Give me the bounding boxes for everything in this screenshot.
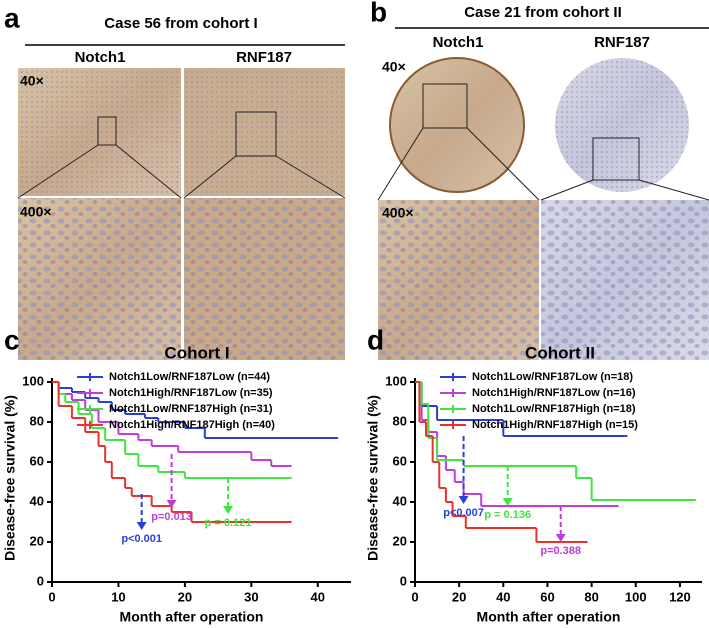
zoom-line: [377, 127, 424, 201]
panel-letter: a: [4, 2, 20, 33]
image-texture: [541, 200, 709, 360]
legend-label: Notch1High/RNF187High (n=15): [472, 419, 638, 431]
panel-header: Case 21 from cohort II: [464, 4, 622, 21]
zoom-line: [17, 144, 99, 199]
legend-label: Notch1Low/RNF187Low (n=44): [109, 371, 270, 383]
chart-title: Cohort II: [525, 343, 595, 362]
column-header: Notch1: [433, 34, 484, 51]
image-texture: [378, 200, 539, 360]
p-value: p = 0.121: [205, 517, 252, 529]
image-texture: [555, 58, 689, 192]
p-value: p = 0.136: [484, 509, 531, 521]
arrow-head: [502, 498, 513, 506]
x-tick-label: 80: [584, 589, 598, 604]
legend-label: Notch1High/RNF187High (n=40): [109, 419, 275, 431]
tissue-core: [389, 57, 525, 193]
magnification: 40×: [382, 59, 406, 75]
x-tick-label: 40: [311, 589, 325, 604]
image-texture: [184, 198, 345, 360]
zoom-line: [275, 155, 346, 199]
zoom-box: [235, 111, 277, 157]
arrow-head: [166, 500, 177, 508]
magnification: 400×: [20, 204, 52, 220]
image-texture: [184, 68, 345, 196]
arrow-head: [223, 506, 234, 514]
y-tick-label: 20: [393, 533, 407, 548]
panel-letter: c: [4, 324, 20, 355]
p-value: p<0.007: [443, 507, 484, 519]
y-tick-label: 80: [393, 413, 407, 428]
legend-label: Notch1High/RNF187Low (n=16): [472, 387, 636, 399]
x-tick-label: 20: [178, 589, 192, 604]
y-tick-label: 40: [30, 493, 44, 508]
zoom-line: [638, 179, 709, 201]
arrow-head: [555, 534, 566, 542]
arrow-head: [458, 496, 469, 504]
p-value: p=0.388: [540, 545, 581, 557]
column-header: Notch1: [75, 49, 126, 66]
legend-label: Notch1Low/RNF187High (n=18): [472, 403, 636, 415]
y-tick-label: 40: [393, 493, 407, 508]
column-header: RNF187: [594, 34, 650, 51]
arrow-head: [136, 522, 147, 530]
zoom-box: [422, 83, 468, 129]
legend-label: Notch1Low/RNF187Low (n=18): [472, 371, 633, 383]
y-axis-label: Disease-free survival (%): [2, 395, 18, 561]
x-tick-label: 30: [244, 589, 258, 604]
y-tick-label: 80: [30, 413, 44, 428]
zoom-line: [466, 127, 540, 201]
x-tick-label: 40: [496, 589, 510, 604]
y-tick-label: 60: [393, 453, 407, 468]
zoom-box: [592, 137, 640, 181]
x-tick-label: 100: [625, 589, 647, 604]
y-tick-label: 60: [30, 453, 44, 468]
magnification: 40×: [20, 73, 44, 89]
x-tick-label: 10: [111, 589, 125, 604]
y-tick-label: 0: [400, 573, 407, 588]
x-tick-label: 120: [669, 589, 691, 604]
legend-label: Notch1High/RNF187Low (n=35): [109, 387, 273, 399]
panel-header: Case 56 from cohort I: [104, 15, 257, 32]
zoom-line: [115, 144, 182, 199]
x-tick-label: 20: [452, 589, 466, 604]
x-tick-label: 0: [411, 589, 418, 604]
legend-label: Notch1Low/RNF187High (n=31): [109, 403, 273, 415]
micrographs: [17, 57, 709, 360]
p-value: p<0.001: [121, 533, 162, 545]
zoom-line: [540, 179, 594, 201]
y-tick-label: 20: [30, 533, 44, 548]
column-header: RNF187: [236, 49, 292, 66]
y-axis-label: Disease-free survival (%): [365, 395, 381, 561]
y-tick-label: 100: [22, 373, 44, 388]
magnification: 400×: [382, 205, 414, 221]
zoom-line: [183, 155, 237, 199]
x-tick-label: 0: [48, 589, 55, 604]
x-axis-label: Month after operation: [477, 609, 621, 625]
panel-letter: d: [367, 324, 384, 355]
x-axis-label: Month after operation: [120, 609, 264, 625]
image-texture: [18, 68, 181, 196]
image-texture: [18, 198, 181, 360]
chart-title: Cohort I: [164, 343, 229, 362]
panel-letter: b: [370, 0, 387, 27]
y-tick-label: 0: [37, 573, 44, 588]
y-tick-label: 100: [385, 373, 407, 388]
zoom-box: [97, 116, 117, 146]
p-value: p=0.013: [151, 511, 192, 523]
x-tick-label: 60: [540, 589, 554, 604]
